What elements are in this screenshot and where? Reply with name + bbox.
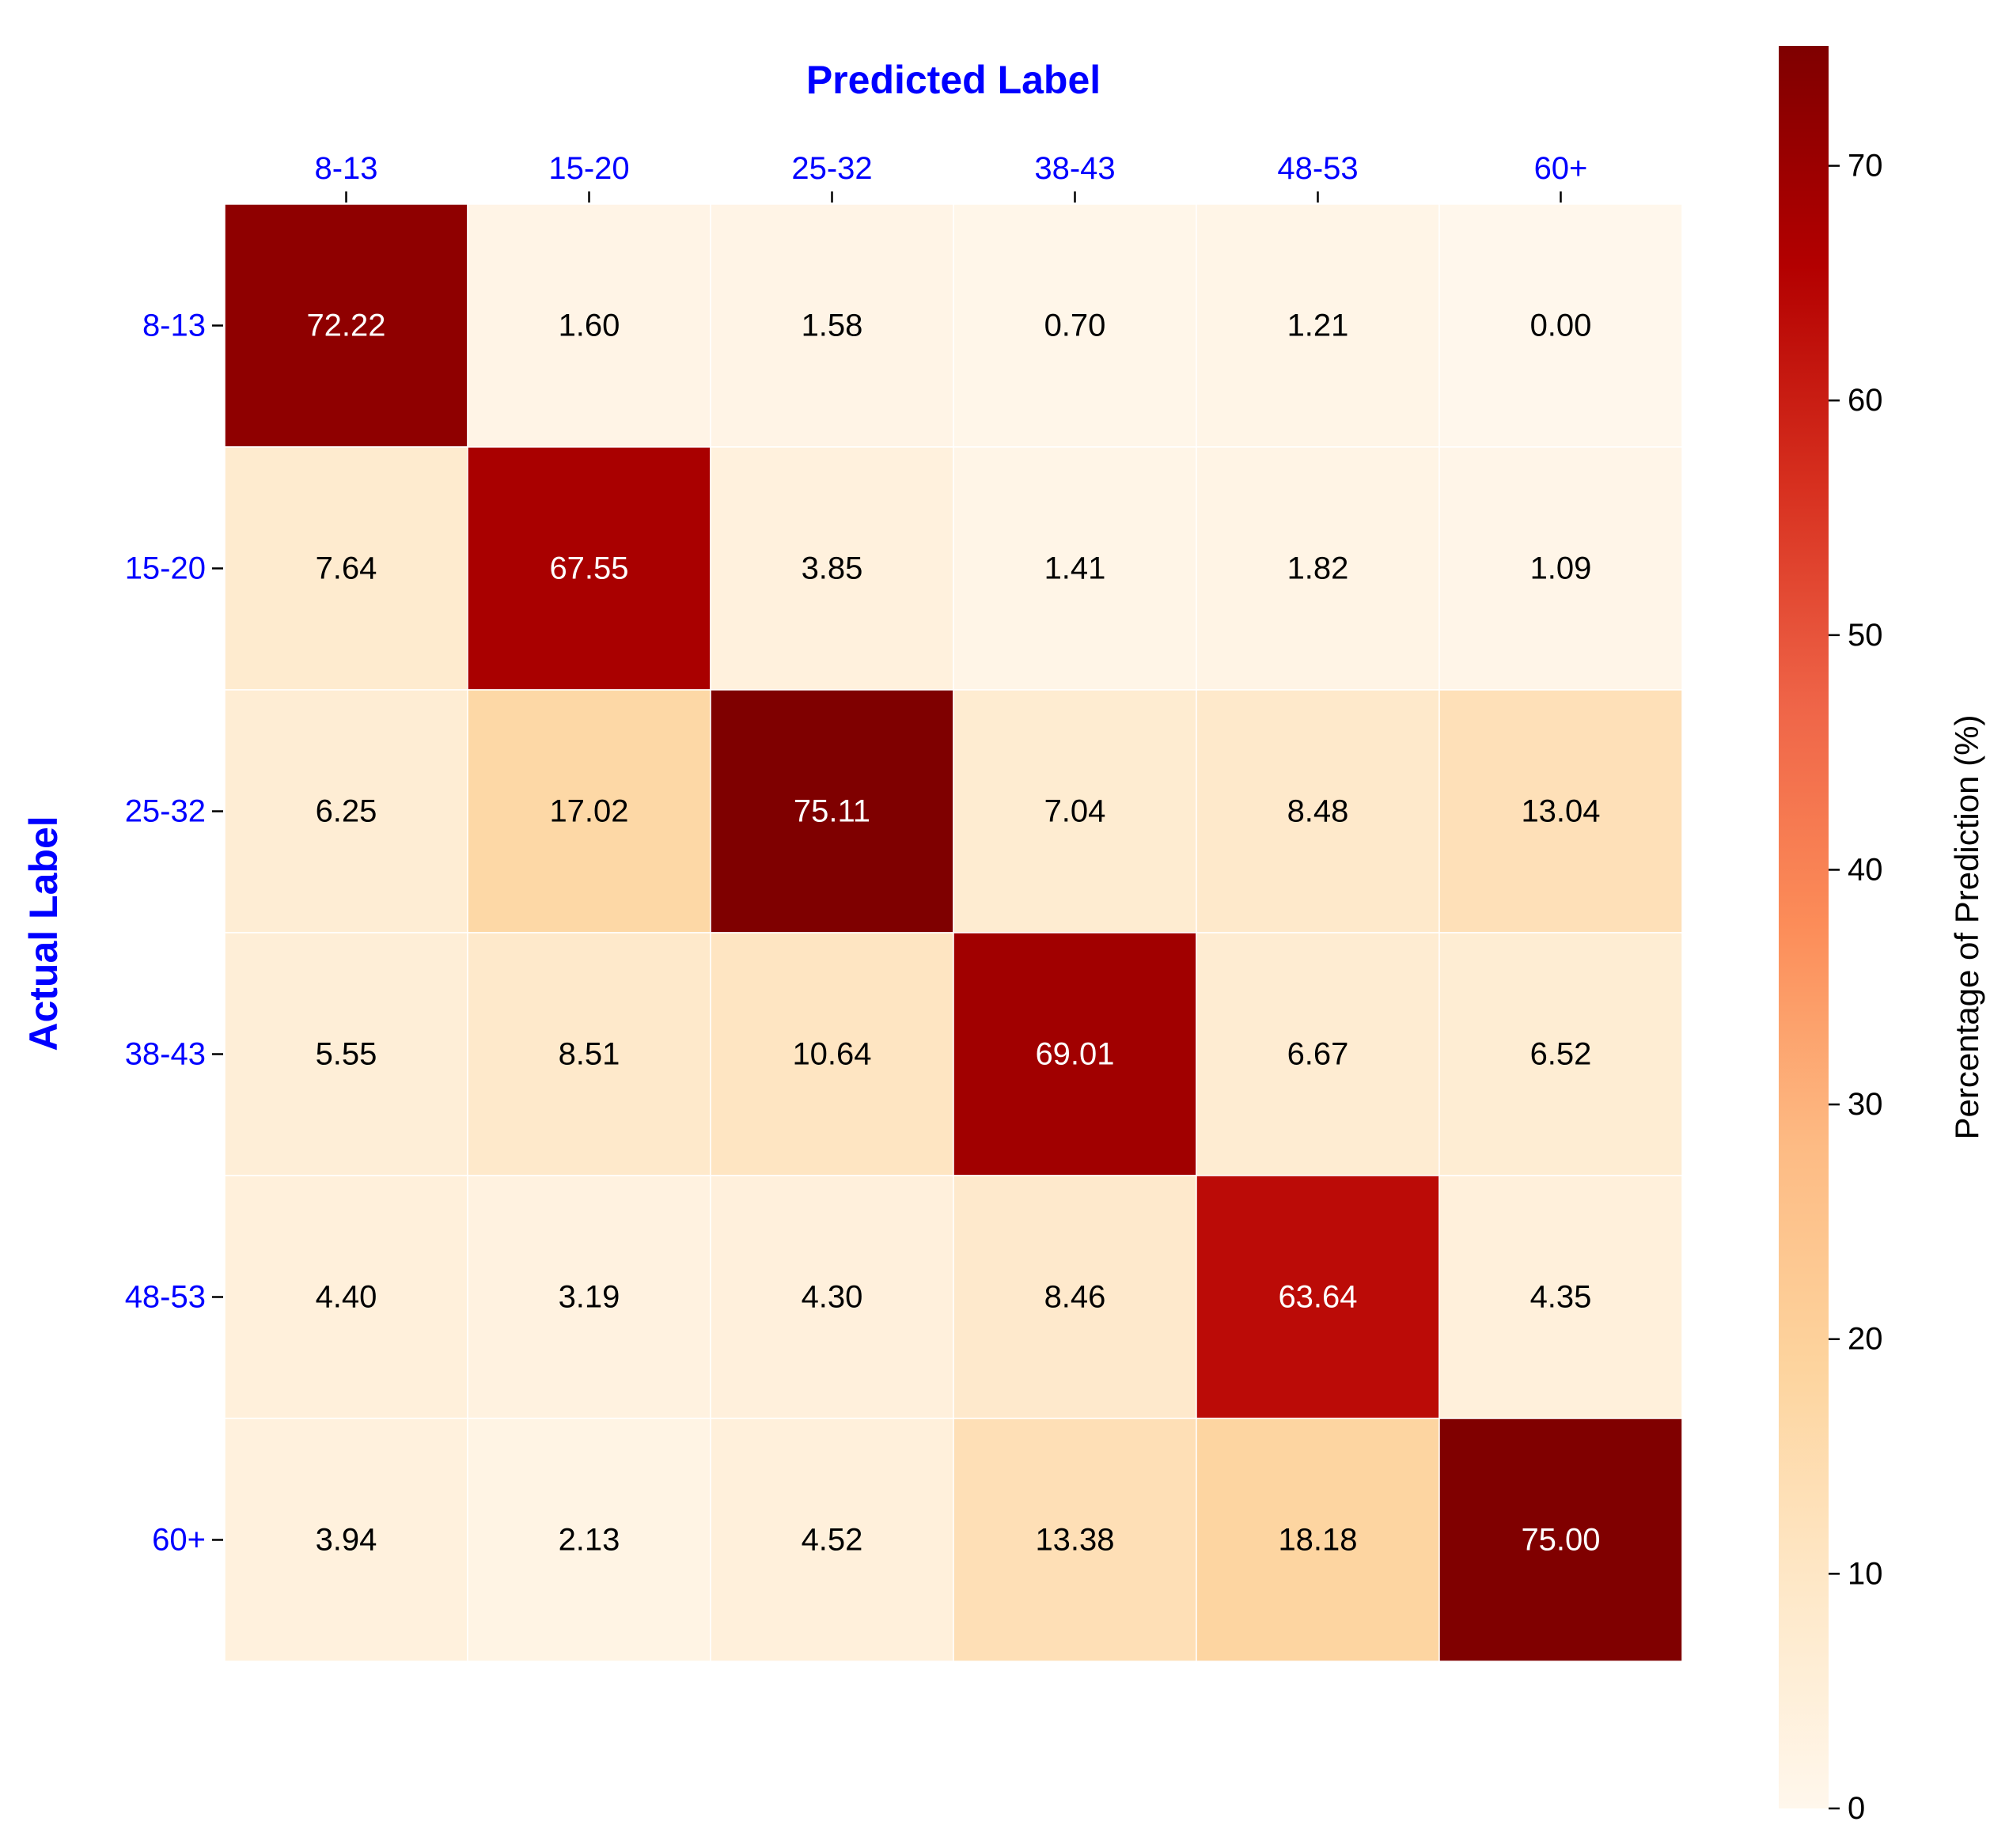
cell-value-label: 10.64 [792, 1037, 871, 1072]
cell-value-label: 63.64 [1278, 1280, 1357, 1315]
colorbar [1779, 46, 1829, 1808]
cell-value-label: 4.40 [316, 1280, 377, 1315]
cell-value-label: 1.58 [802, 309, 863, 343]
colorbar-tick-label: 0 [1848, 1791, 1865, 1826]
heatmap-cell [710, 1175, 954, 1419]
cell-value-label: 69.01 [1035, 1037, 1114, 1072]
cell-value-label: 75.00 [1521, 1523, 1600, 1558]
heatmap-cell [1196, 1175, 1440, 1419]
cell-value-label: 1.09 [1530, 551, 1592, 586]
cell-value-label: 4.35 [1530, 1280, 1592, 1315]
colorbar-title: Percentage of Prediction (%) [1948, 715, 1985, 1140]
cell-value-label: 1.60 [559, 309, 620, 343]
y-tick-label: 48-53 [125, 1280, 206, 1315]
y-tick-label: 15-20 [125, 551, 206, 586]
heatmap-cell [1438, 446, 1683, 691]
cell-value-label: 0.00 [1530, 309, 1592, 343]
cell-value-label: 1.82 [1287, 551, 1349, 586]
heatmap-cell [953, 446, 1197, 691]
colorbar-tick-label: 50 [1848, 618, 1883, 653]
heatmap-cell [953, 932, 1197, 1176]
heatmap-cell [467, 1175, 711, 1419]
y-tick-label: 25-32 [125, 794, 206, 829]
y-tick-label: 38-43 [125, 1037, 206, 1072]
heatmap-cell [224, 1418, 468, 1662]
x-tick-label: 25-32 [791, 151, 872, 186]
colorbar-tick-label: 70 [1848, 149, 1883, 184]
heatmap-cell [953, 1175, 1197, 1419]
cell-value-label: 4.30 [802, 1280, 863, 1315]
colorbar-ticks: 0 10 20 30 40 50 60 70 [1829, 149, 1883, 1826]
cell-value-label: 18.18 [1278, 1523, 1357, 1558]
cell-value-label: 7.64 [316, 551, 377, 586]
cell-value-label: 6.52 [1530, 1037, 1592, 1072]
heatmap-cell [1438, 1175, 1683, 1419]
cell-value-label: 5.55 [316, 1037, 377, 1072]
cell-value-label: 1.21 [1287, 309, 1349, 343]
x-tick-label: 60+ [1534, 151, 1588, 186]
cell-value-label: 8.48 [1287, 794, 1349, 829]
cell-value-label: 3.19 [559, 1280, 620, 1315]
heatmap-cell [1196, 1418, 1440, 1662]
heatmap-cell [467, 932, 711, 1176]
heatmap-cells [224, 203, 1683, 1662]
heatmap-cell [224, 689, 468, 933]
heatmap-cell [710, 203, 954, 448]
cell-value-label: 3.85 [802, 551, 863, 586]
heatmap-cell [1438, 1418, 1683, 1662]
x-tick-label: 15-20 [548, 151, 629, 186]
cell-value-label: 6.25 [316, 794, 377, 829]
colorbar-tick-label: 40 [1848, 852, 1883, 887]
heatmap-cell [224, 203, 468, 448]
colorbar-tick-label: 60 [1848, 383, 1883, 418]
x-axis-title: Predicted Label [806, 58, 1101, 102]
cell-value-label: 8.46 [1044, 1280, 1106, 1315]
cell-value-label: 1.41 [1044, 551, 1106, 586]
cell-value-label: 0.70 [1044, 309, 1106, 343]
cell-value-label: 8.51 [559, 1037, 620, 1072]
cell-value-label: 3.94 [316, 1523, 377, 1558]
heatmap-cell [1196, 203, 1440, 448]
cell-value-label: 17.02 [549, 794, 628, 829]
cell-value-label: 72.22 [306, 309, 385, 343]
heatmap-cell [224, 932, 468, 1176]
heatmap-cell [1196, 932, 1440, 1176]
cell-value-label: 13.04 [1521, 794, 1600, 829]
heatmap-cell [953, 689, 1197, 933]
heatmap-cell [1196, 689, 1440, 933]
heatmap-cell [467, 446, 711, 691]
heatmap-cell [1438, 932, 1683, 1176]
colorbar-tick-label: 20 [1848, 1322, 1883, 1357]
heatmap-cell [710, 689, 954, 933]
heatmap-cell [1438, 203, 1683, 448]
heatmap-cell [224, 446, 468, 691]
y-tick-label: 60+ [152, 1523, 206, 1558]
x-tick-label: 48-53 [1277, 151, 1358, 186]
y-tick-label: 8-13 [142, 309, 206, 343]
x-axis-ticks: 8-13 15-20 25-32 38-43 48-53 60+ [314, 151, 1587, 203]
colorbar-tick-label: 10 [1848, 1556, 1883, 1591]
heatmap-cell [467, 203, 711, 448]
cell-value-label: 2.13 [559, 1523, 620, 1558]
y-axis-ticks: 8-13 15-20 25-32 38-43 48-53 60+ [125, 309, 223, 1558]
heatmap-cell-labels: 72.22 1.60 1.58 0.70 1.21 0.00 7.64 67.55 3.85 1.… [306, 309, 1600, 1558]
x-tick-label: 8-13 [314, 151, 377, 186]
cell-value-label: 6.67 [1287, 1037, 1349, 1072]
colorbar-tick-label: 30 [1848, 1087, 1883, 1122]
x-tick-label: 38-43 [1034, 151, 1115, 186]
cell-value-label: 7.04 [1044, 794, 1106, 829]
heatmap-cell [710, 932, 954, 1176]
heatmap-cell [224, 1175, 468, 1419]
cell-value-label: 4.52 [802, 1523, 863, 1558]
cell-value-label: 13.38 [1035, 1523, 1114, 1558]
heatmap-cell [953, 1418, 1197, 1662]
cell-value-label: 75.11 [794, 794, 870, 829]
heatmap-cell [953, 203, 1197, 448]
cell-value-label: 67.55 [549, 551, 628, 586]
heatmap-cell [467, 689, 711, 933]
heatmap-cell [1438, 689, 1683, 933]
y-axis-title: Actual Label [21, 816, 66, 1051]
